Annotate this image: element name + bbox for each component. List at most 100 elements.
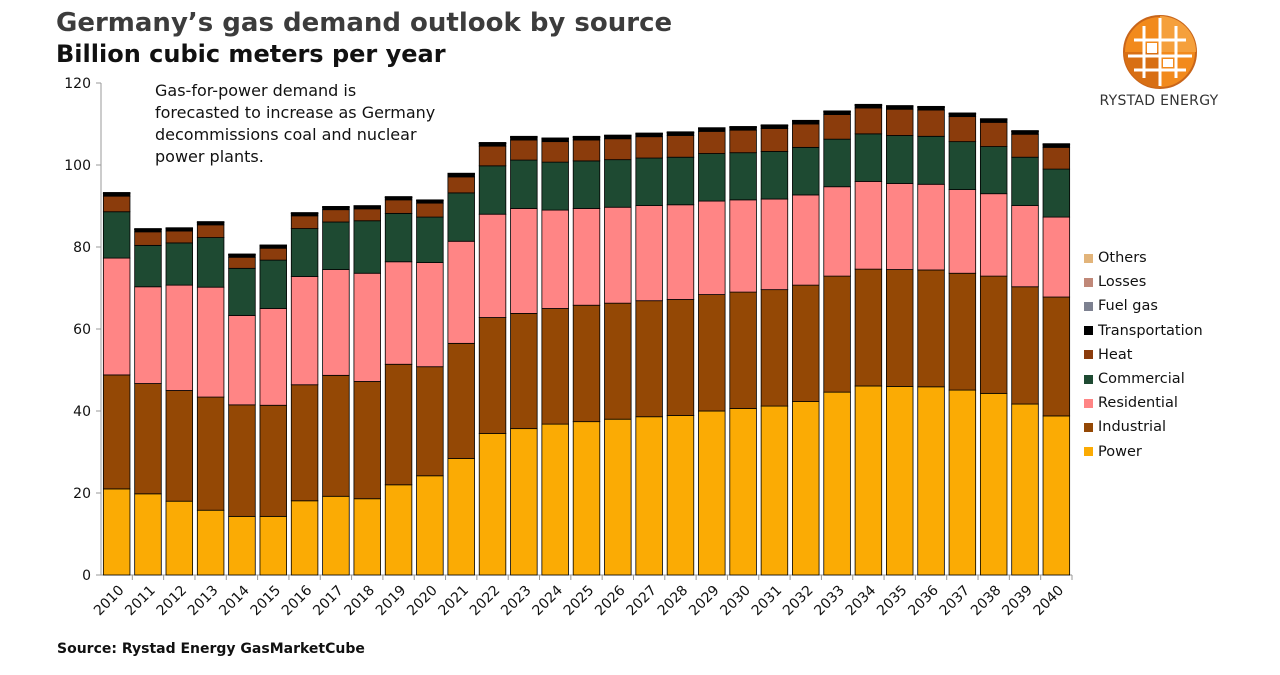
- legend-swatch: [1084, 374, 1093, 384]
- bar-segment-industrial-2014: [228, 404, 256, 517]
- bar-segment-power-2012: [165, 500, 194, 576]
- bar-segment-power-2028: [666, 415, 695, 576]
- legend-swatch: [1084, 326, 1093, 336]
- x-tick-label: 2018: [342, 583, 379, 620]
- bar-segment-commercial-2015: [259, 259, 287, 309]
- legend-item-fuel-gas: Fuel gas: [1084, 294, 1203, 318]
- bar-segment-heat-2030: [729, 129, 757, 154]
- bar-segment-commercial-2035: [886, 135, 914, 184]
- bar-segment-heat-2029: [698, 130, 726, 154]
- x-tick-label: 2034: [843, 582, 880, 619]
- x-tick-label: 2016: [279, 582, 316, 619]
- x-tick-label: 2030: [717, 583, 754, 620]
- bar-segment-heat-2010: [102, 195, 131, 213]
- bar-segment-heat-2034: [854, 107, 883, 135]
- bar-segment-commercial-2029: [698, 153, 726, 202]
- bar-segment-power-2023: [510, 428, 538, 576]
- bar-segment-heat-2013: [196, 224, 225, 238]
- bar-segment-heat-2039: [1011, 133, 1039, 158]
- x-tick-label: 2027: [623, 583, 660, 620]
- bar-segment-power-2016: [290, 500, 319, 576]
- bar-segment-residential-2024: [541, 209, 569, 309]
- bar-segment-power-2010: [102, 488, 131, 576]
- bar-segment-residential-2021: [447, 240, 475, 344]
- legend-item-power: Power: [1084, 440, 1203, 464]
- bar-segment-commercial-2030: [729, 152, 757, 201]
- bar-segment-power-2022: [478, 433, 507, 576]
- x-tick-label: 2036: [905, 582, 942, 619]
- bar-segment-residential-2023: [510, 208, 538, 314]
- rystad-energy-logo-icon: [1123, 15, 1197, 89]
- bar-segment-power-2031: [760, 405, 789, 576]
- bar-segment-power-2029: [698, 410, 726, 576]
- brand-name: RYSTAD ENERGY: [1099, 93, 1219, 109]
- legend-item-others: Others: [1084, 246, 1203, 270]
- bar-segment-industrial-2036: [917, 269, 945, 388]
- x-tick-label: 2012: [154, 583, 191, 620]
- bar-segment-industrial-2017: [322, 374, 350, 497]
- legend-label: Fuel gas: [1098, 298, 1158, 315]
- bar-segment-industrial-2011: [134, 383, 162, 495]
- bar-segment-residential-2012: [165, 284, 194, 391]
- bar-segment-industrial-2010: [102, 374, 131, 490]
- bar-segment-heat-2037: [948, 116, 977, 143]
- bar-segment-industrial-2013: [196, 396, 225, 511]
- x-tick-label: 2037: [937, 583, 974, 620]
- legend-swatch: [1084, 447, 1093, 457]
- legend-label: Power: [1098, 443, 1142, 460]
- bar-segment-residential-2036: [917, 183, 945, 271]
- bar-segment-power-2036: [917, 386, 945, 576]
- bar-segment-industrial-2029: [698, 294, 726, 412]
- bar-segment-heat-2015: [259, 247, 287, 261]
- bar-segment-heat-2031: [760, 128, 789, 152]
- bar-segment-industrial-2023: [510, 313, 538, 430]
- bar-segment-industrial-2035: [886, 269, 914, 387]
- bar-segment-heat-2019: [384, 199, 413, 214]
- bar-segment-commercial-2021: [447, 192, 475, 242]
- bar-segment-commercial-2036: [917, 135, 945, 185]
- bar-segment-industrial-2021: [447, 342, 475, 459]
- bar-segment-commercial-2031: [760, 151, 789, 200]
- bar-segment-heat-2023: [510, 139, 538, 161]
- x-tick-label: 2022: [467, 583, 504, 620]
- y-tick-label: 40: [73, 404, 91, 420]
- bar-segment-residential-2020: [416, 262, 444, 368]
- bar-segment-commercial-2032: [792, 146, 820, 196]
- bar-segment-industrial-2039: [1011, 286, 1039, 405]
- bar-segment-residential-2035: [886, 183, 914, 270]
- y-tick-label: 80: [73, 240, 91, 256]
- y-tick-label: 100: [64, 158, 91, 174]
- x-tick-label: 2013: [185, 583, 222, 620]
- legend-label: Losses: [1098, 274, 1147, 291]
- bar-segment-commercial-2026: [604, 159, 632, 208]
- bar-segment-commercial-2010: [102, 211, 131, 259]
- bar-segment-residential-2038: [979, 193, 1008, 277]
- bar-segment-residential-2028: [666, 204, 695, 300]
- bar-segment-industrial-2033: [823, 275, 851, 393]
- x-tick-label: 2039: [999, 583, 1036, 620]
- bar-segment-commercial-2037: [948, 141, 977, 191]
- legend-item-transportation: Transportation: [1084, 319, 1203, 343]
- bar-segment-power-2038: [979, 392, 1008, 576]
- bar-segment-power-2040: [1042, 415, 1071, 576]
- legend-label: Transportation: [1098, 322, 1203, 339]
- x-tick-label: 2025: [561, 583, 598, 620]
- bar-segment-heat-2027: [635, 136, 663, 159]
- bar-segment-heat-2021: [447, 176, 475, 194]
- bar-segment-industrial-2025: [572, 304, 601, 423]
- bar-segment-industrial-2034: [854, 268, 883, 387]
- bar-segment-industrial-2018: [353, 381, 381, 500]
- y-tick-label: 120: [64, 76, 91, 92]
- bar-segment-industrial-2028: [666, 299, 695, 416]
- bar-segment-residential-2029: [698, 200, 726, 295]
- bar-segment-industrial-2024: [541, 308, 569, 425]
- legend-item-commercial: Commercial: [1084, 367, 1203, 391]
- bar-segment-power-2037: [948, 389, 977, 576]
- bar-segment-commercial-2040: [1042, 168, 1071, 218]
- bar-segment-power-2014: [228, 515, 256, 576]
- bar-segment-power-2019: [384, 484, 413, 576]
- bar-segment-commercial-2017: [322, 221, 350, 270]
- bar-segment-industrial-2019: [384, 363, 413, 486]
- legend-label: Commercial: [1098, 371, 1185, 388]
